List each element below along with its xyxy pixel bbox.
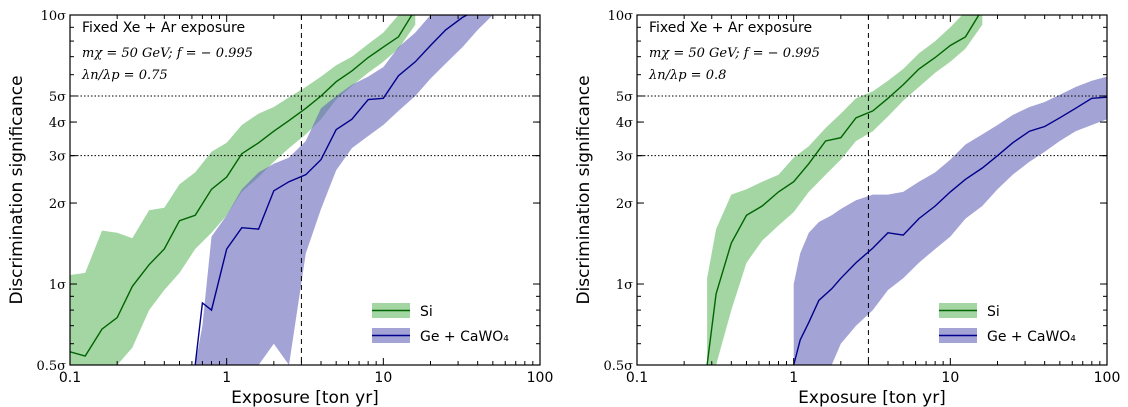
x-tick-label: 100 [527,370,554,386]
y-tick-label: 1σ [49,278,66,293]
annotation-mass-f: mχ = 50 GeV; f = − 0.995 [649,46,820,61]
y-tick-label: 4σ [49,116,66,131]
legend-label-ge-cawo4: Ge + CaWO₄ [420,329,509,345]
y-tick-label: 1σ [616,278,633,293]
y-axis-title: Discrimination significance [574,75,594,304]
y-tick-label: 5σ [49,90,66,105]
legend-label-si: Si [420,304,433,320]
annotation-title: Fixed Xe + Ar exposure [649,20,812,36]
x-tick-label: 100 [1094,370,1121,386]
y-tick-label: 3σ [616,150,633,165]
y-tick-label: 2σ [616,197,633,212]
y-tick-label: 10σ [41,9,67,24]
x-axis-title: Exposure [ton yr] [231,388,379,407]
annotation-ratio: λn/λp = 0.8 [648,68,726,83]
y-axis-title: Discrimination significance [7,75,27,304]
x-axis-title: Exposure [ton yr] [798,388,946,407]
annotation-title: Fixed Xe + Ar exposure [82,20,245,36]
legend-label-si: Si [987,304,1000,320]
y-tick-label: 0.5σ [36,359,66,374]
x-tick-label: 1 [789,370,798,386]
y-tick-label: 10σ [608,9,634,24]
y-tick-label: 4σ [616,116,633,131]
plot-area [70,9,540,365]
x-tick-label: 1 [222,370,231,386]
y-tick-label: 3σ [49,150,66,165]
x-tick-label: 10 [941,370,959,386]
annotation-mass-f: mχ = 50 GeV; f = − 0.995 [82,46,253,61]
plot-area [637,9,1107,365]
x-tick-label: 10 [374,370,392,386]
legend-label-ge-cawo4: Ge + CaWO₄ [987,329,1076,345]
y-tick-label: 2σ [49,197,66,212]
annotation-ratio: λn/λp = 0.75 [81,68,168,83]
y-tick-label: 5σ [616,90,633,105]
y-tick-label: 0.5σ [603,359,633,374]
